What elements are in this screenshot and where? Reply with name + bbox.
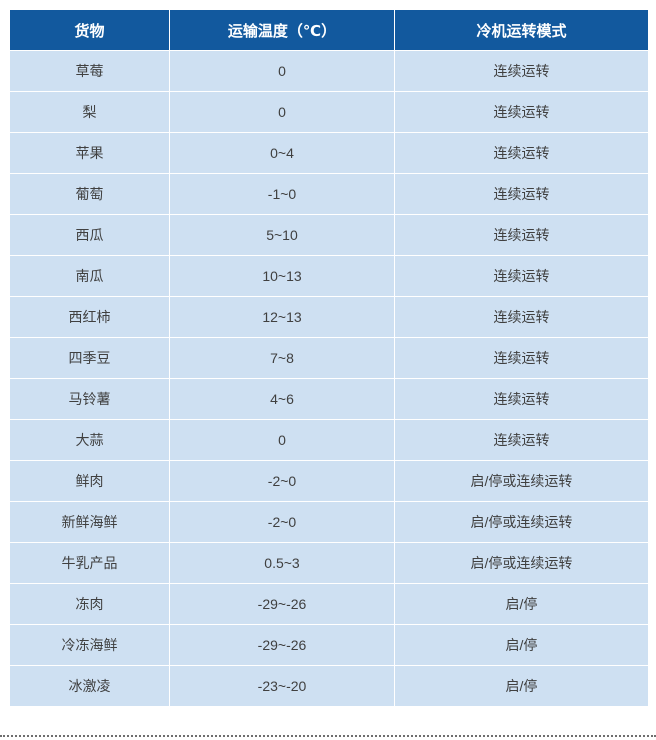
temperature-cell: 0.5~3 <box>169 542 395 584</box>
temperature-cell: 10~13 <box>169 255 395 297</box>
temperature-cell: 0~4 <box>169 132 395 174</box>
cargo-cell: 草莓 <box>9 50 170 92</box>
temperature-cell: -2~0 <box>169 501 395 543</box>
cargo-cell: 梨 <box>9 91 170 133</box>
cargo-cell: 南瓜 <box>9 255 170 297</box>
cargo-temperature-table: 货物 运输温度（℃） 冷机运转模式 草莓 0 连续运转梨 0 连续运转 苹果 0~4 连续运转… <box>9 9 649 707</box>
mode-cell: 启/停 <box>394 624 649 666</box>
cargo-cell: 冻肉 <box>9 583 170 625</box>
table-row: 马铃薯 4~6 连续运转 <box>9 378 649 420</box>
mode-cell: 启/停 <box>394 665 649 707</box>
table-row: 冷冻海鲜 -29~-26 启/停 <box>9 624 649 666</box>
mode-cell: 启/停或连续运转 <box>394 460 649 502</box>
cargo-cell: 大蒜 <box>9 419 170 461</box>
mode-cell: 连续运转 <box>394 173 649 215</box>
temperature-cell: 4~6 <box>169 378 395 420</box>
page-break-dotted-line <box>0 735 656 737</box>
table-row: 冰激凌 -23~-20 启/停 <box>9 665 649 707</box>
mode-cell: 连续运转 <box>394 296 649 338</box>
cargo-cell: 葡萄 <box>9 173 170 215</box>
temperature-cell: 7~8 <box>169 337 395 379</box>
temperature-cell: -2~0 <box>169 460 395 502</box>
table-header-row: 货物 运输温度（℃） 冷机运转模式 <box>9 9 649 51</box>
mode-cell: 启/停或连续运转 <box>394 501 649 543</box>
mode-cell: 连续运转 <box>394 337 649 379</box>
cargo-cell: 西红柿 <box>9 296 170 338</box>
table-row: 梨 0 连续运转 <box>9 91 649 133</box>
temperature-cell: -1~0 <box>169 173 395 215</box>
temperature-cell: 0 <box>169 419 395 461</box>
table-row: 西瓜 5~10 连续运转 <box>9 214 649 256</box>
temperature-cell: 0 <box>169 50 395 92</box>
table-row: 大蒜 0 连续运转 <box>9 419 649 461</box>
mode-cell: 连续运转 <box>394 132 649 174</box>
cargo-cell: 苹果 <box>9 132 170 174</box>
temperature-cell: -29~-26 <box>169 583 395 625</box>
table-row: 鲜肉 -2~0 启/停或连续运转 <box>9 460 649 502</box>
table-row: 葡萄 -1~0 连续运转 <box>9 173 649 215</box>
column-header-temperature: 运输温度（℃） <box>169 9 395 51</box>
cargo-cell: 牛乳产品 <box>9 542 170 584</box>
temperature-cell: -29~-26 <box>169 624 395 666</box>
table-row: 西红柿 12~13 连续运转 <box>9 296 649 338</box>
mode-cell: 连续运转 <box>394 91 649 133</box>
mode-cell: 启/停或连续运转 <box>394 542 649 584</box>
column-header-cargo: 货物 <box>9 9 170 51</box>
temperature-cell: 0 <box>169 91 395 133</box>
cargo-cell: 四季豆 <box>9 337 170 379</box>
table-row: 草莓 0 连续运转 <box>9 50 649 92</box>
cargo-cell: 冰激凌 <box>9 665 170 707</box>
mode-cell: 连续运转 <box>394 50 649 92</box>
table-row: 四季豆 7~8 连续运转 <box>9 337 649 379</box>
mode-cell: 连续运转 <box>394 419 649 461</box>
mode-cell: 连续运转 <box>394 214 649 256</box>
temperature-cell: 12~13 <box>169 296 395 338</box>
table-row: 冻肉 -29~-26 启/停 <box>9 583 649 625</box>
mode-cell: 连续运转 <box>394 378 649 420</box>
table-row: 南瓜 10~13 连续运转 <box>9 255 649 297</box>
cargo-cell: 马铃薯 <box>9 378 170 420</box>
cargo-cell: 鲜肉 <box>9 460 170 502</box>
mode-cell: 启/停 <box>394 583 649 625</box>
column-header-mode: 冷机运转模式 <box>394 9 649 51</box>
cargo-cell: 新鲜海鲜 <box>9 501 170 543</box>
table-row: 新鲜海鲜 -2~0 启/停或连续运转 <box>9 501 649 543</box>
cargo-cell: 西瓜 <box>9 214 170 256</box>
table-row: 苹果 0~4 连续运转 <box>9 132 649 174</box>
temperature-cell: 5~10 <box>169 214 395 256</box>
cargo-cell: 冷冻海鲜 <box>9 624 170 666</box>
mode-cell: 连续运转 <box>394 255 649 297</box>
table-row: 牛乳产品 0.5~3 启/停或连续运转 <box>9 542 649 584</box>
temperature-cell: -23~-20 <box>169 665 395 707</box>
